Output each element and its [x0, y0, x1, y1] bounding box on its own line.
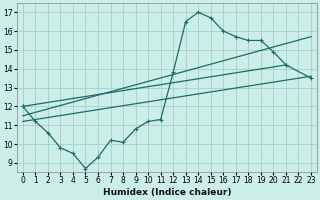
X-axis label: Humidex (Indice chaleur): Humidex (Indice chaleur) [103, 188, 231, 197]
